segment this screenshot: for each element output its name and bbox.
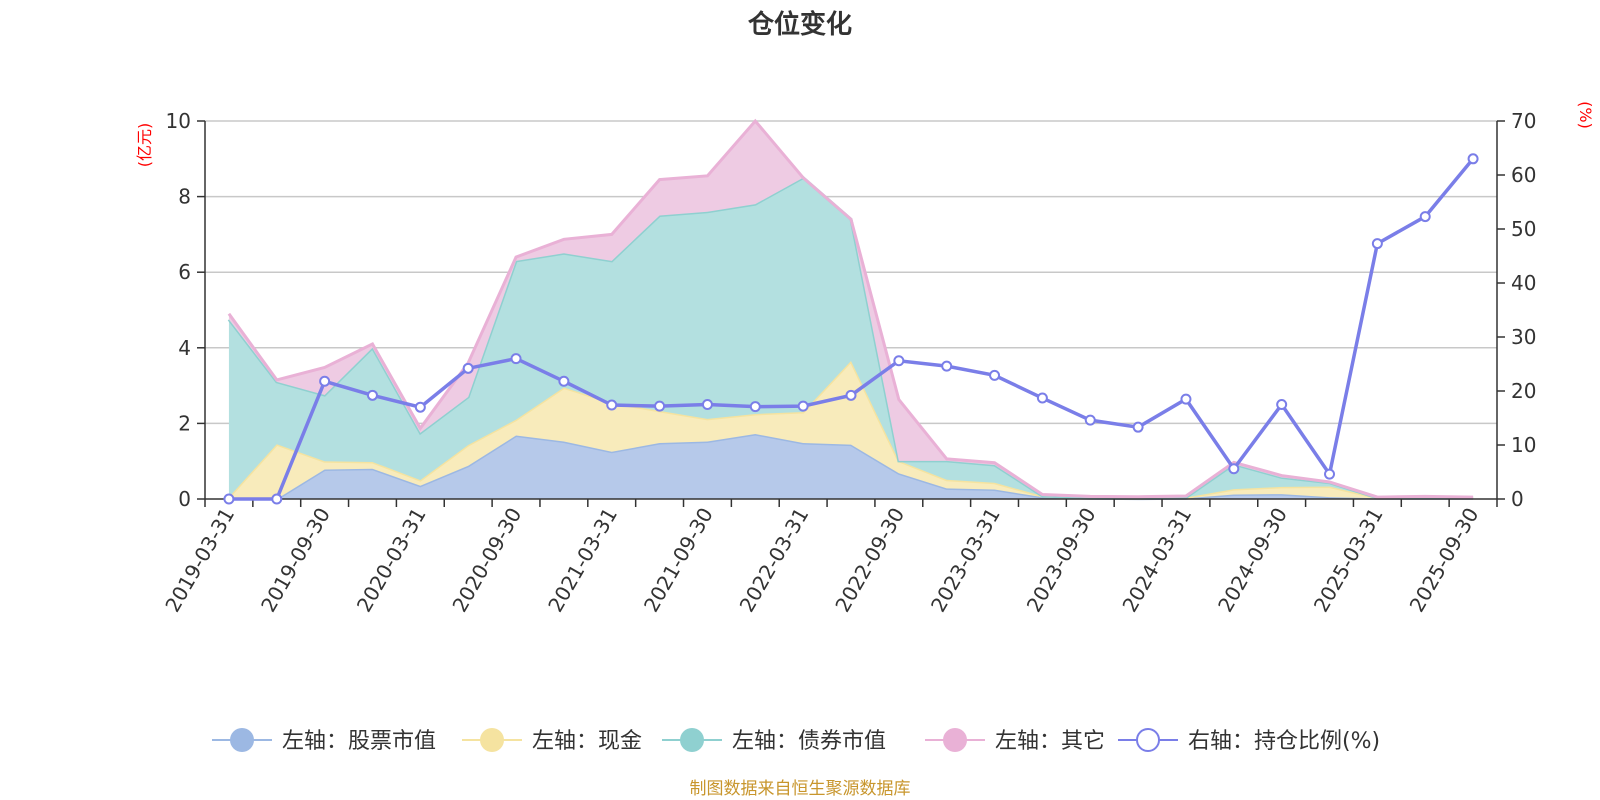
ratio-point xyxy=(366,389,378,401)
ratio-point xyxy=(654,400,666,412)
ratio-point xyxy=(319,375,331,387)
ratio-point xyxy=(462,362,474,374)
area-左轴：现金 xyxy=(228,361,1474,499)
left-axis-tick-label: 8 xyxy=(178,185,191,209)
x-axis-tick-label: 2021-03-31 xyxy=(543,504,622,617)
ratio-point xyxy=(893,355,905,367)
area-series xyxy=(227,118,1474,501)
legend-label: 左轴：其它 xyxy=(995,729,1105,754)
ratio-point xyxy=(1228,463,1240,475)
area-左轴：股票市值 xyxy=(228,433,1474,499)
legend-swatch-dot xyxy=(480,728,504,752)
legend: 左轴：股票市值 左轴：现金 左轴：债券市值 左轴：其它 右轴：持仓比例(%) xyxy=(212,728,1380,754)
x-axis-tick-label: 2023-03-31 xyxy=(926,504,1005,617)
x-axis-tick-label: 2021-09-30 xyxy=(639,504,718,617)
legend-label: 左轴：债券市值 xyxy=(732,729,886,754)
right-axis-tick-label: 70 xyxy=(1511,109,1536,133)
ratio-point xyxy=(606,399,618,411)
right-axis-tick-label: 30 xyxy=(1511,325,1536,349)
x-axis-tick-label: 2025-09-30 xyxy=(1405,504,1484,617)
legend-label: 左轴：现金 xyxy=(532,729,642,754)
ratio-point xyxy=(989,369,1001,381)
right-axis-tick-label: 0 xyxy=(1511,487,1524,511)
x-axis-tick-label: 2020-03-31 xyxy=(352,504,431,617)
left-axis-tick-label: 10 xyxy=(166,109,191,133)
x-axis-tick-label: 2024-03-31 xyxy=(1117,504,1196,617)
ratio-point xyxy=(1084,414,1096,426)
legend-swatch-dot xyxy=(680,728,704,752)
x-axis-tick-label: 2024-09-30 xyxy=(1213,504,1292,617)
x-axis-tick-label: 2020-09-30 xyxy=(447,504,526,617)
right-axis-unit: (%) xyxy=(1576,101,1595,129)
ratio-point xyxy=(1419,211,1431,223)
ratio-point xyxy=(701,399,713,410)
legend-label: 右轴：持仓比例(%) xyxy=(1188,729,1380,754)
ratio-point xyxy=(414,401,426,413)
x-axis-tick-label: 2019-03-31 xyxy=(160,504,239,617)
ratio-point xyxy=(1276,399,1288,410)
ratio-point xyxy=(223,493,235,505)
right-axis-tick-label: 10 xyxy=(1511,433,1536,457)
ratio-point xyxy=(797,400,809,412)
ratio-point xyxy=(1132,421,1144,433)
legend-swatch-dot xyxy=(230,728,254,752)
left-axis-tick-label: 2 xyxy=(178,411,191,435)
x-axis-tick-label: 2022-09-30 xyxy=(830,504,909,617)
right-axis-tick-label: 50 xyxy=(1511,217,1536,241)
x-axis-tick-label: 2022-03-31 xyxy=(735,504,814,617)
ratio-point xyxy=(941,360,953,372)
legend-swatch-dot xyxy=(1136,728,1160,752)
ratio-point xyxy=(1371,238,1383,250)
x-axis-tick-label: 2025-03-31 xyxy=(1309,504,1388,617)
left-axis-tick-label: 4 xyxy=(178,336,191,360)
ratio-point xyxy=(510,353,522,365)
ratio-point xyxy=(845,389,857,401)
ratio-line-series xyxy=(223,153,1479,505)
ratio-point xyxy=(1467,153,1479,165)
ratio-point xyxy=(1324,468,1336,480)
right-axis-tick-label: 20 xyxy=(1511,379,1536,403)
right-axis-tick-label: 40 xyxy=(1511,271,1536,295)
left-axis-tick-label: 6 xyxy=(178,260,191,284)
ratio-point xyxy=(558,375,570,387)
right-axis-tick-label: 60 xyxy=(1511,163,1536,187)
left-axis-tick-label: 0 xyxy=(178,487,191,511)
ratio-point xyxy=(749,401,761,413)
chart-title: 仓位变化 xyxy=(747,9,852,40)
ratio-point xyxy=(271,493,283,505)
area-edge-左轴：其它 xyxy=(227,118,1474,499)
left-axis-unit: (亿元) xyxy=(135,123,154,168)
ratio-point xyxy=(1036,392,1048,404)
ratio-point xyxy=(1180,393,1192,405)
x-axis-tick-label: 2019-09-30 xyxy=(256,504,335,617)
legend-swatch-dot xyxy=(943,728,967,752)
legend-label: 左轴：股票市值 xyxy=(282,729,436,754)
source-note: 制图数据来自恒生聚源数据库 xyxy=(690,779,911,799)
x-axis-tick-label: 2023-09-30 xyxy=(1022,504,1101,617)
